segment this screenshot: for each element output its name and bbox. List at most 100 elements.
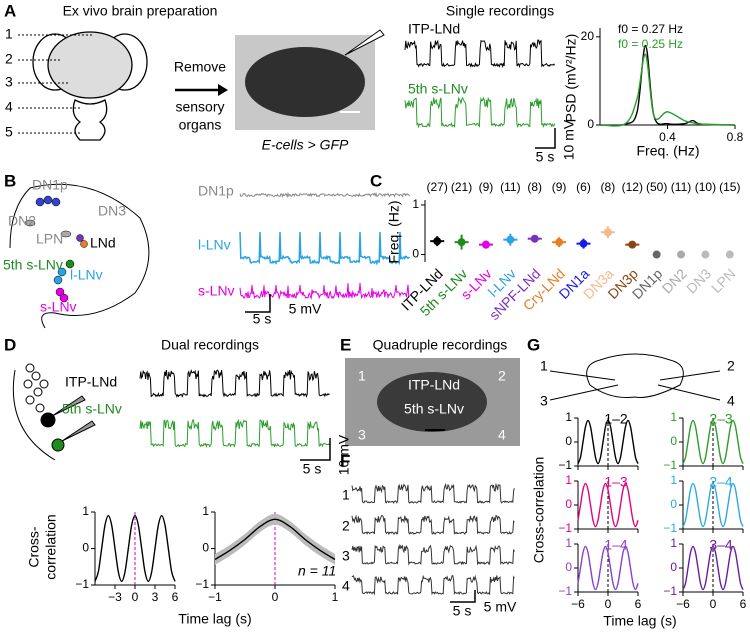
x-tick-label: 0 <box>132 590 139 604</box>
mean-dot <box>555 238 564 247</box>
x-tick-label: 0.8 <box>727 130 744 144</box>
mean-dot <box>725 250 734 259</box>
y-tick-label: 1 <box>670 410 677 424</box>
electrodes <box>549 370 721 401</box>
cell-label: ITP-LNd <box>408 377 460 393</box>
cell-label: DN3 <box>98 203 126 219</box>
recording-trace <box>351 543 515 566</box>
panel-title: Ex vivo brain preparation <box>63 3 218 19</box>
cell-label: 5th s-LNv <box>404 401 464 417</box>
line <box>577 482 639 528</box>
cell-label: LPN <box>36 231 63 247</box>
panel-letter: C <box>370 171 382 190</box>
panel-letter: E <box>340 335 351 354</box>
electrode-label: 1 <box>540 358 548 374</box>
panel-letter: D <box>4 335 16 354</box>
mean-dot <box>433 237 442 246</box>
y-tick-label: −1 <box>663 584 677 598</box>
scale-label: 10 mV <box>336 434 352 475</box>
x-tick-label: −1 <box>208 590 222 604</box>
n-label: (12) <box>622 180 643 194</box>
level-label: 4 <box>5 99 13 115</box>
y-tick-label: 0 <box>412 247 419 261</box>
legend-label: 1–2 <box>604 411 628 427</box>
n-label: (6) <box>576 180 591 194</box>
cell-label: l-LNv <box>70 267 103 283</box>
trace-label: ITP-LNd <box>408 21 460 37</box>
procedure: sensory <box>175 99 224 115</box>
x-tick-label: −6 <box>571 597 585 611</box>
mean-dot <box>457 238 466 247</box>
scale-label: 5 s <box>303 461 322 477</box>
x-tick-label: 6 <box>740 597 747 611</box>
trace-label: 3 <box>342 548 350 564</box>
cell-label: DN2 <box>8 213 36 229</box>
level-label: 5 <box>5 124 13 140</box>
y-tick-label: −1 <box>663 458 677 472</box>
y-tick-label: 0 <box>565 497 572 511</box>
scale-bar <box>535 128 556 149</box>
fly-head-drawing <box>32 31 148 141</box>
mean-dot <box>579 239 588 248</box>
mean-dot <box>677 250 686 259</box>
error-band <box>215 513 335 565</box>
recording-trace <box>139 418 331 448</box>
trace-label: s-LNv <box>198 283 235 299</box>
procedure: Remove <box>174 59 226 75</box>
y-tick-label: 1 <box>412 197 419 211</box>
x-axis-label: Time lag (s) <box>178 611 251 627</box>
legend-label: 3–4 <box>709 537 733 553</box>
recording-trace <box>351 482 515 504</box>
mean-dot <box>701 250 710 259</box>
panel-letter: G <box>527 335 540 354</box>
level-label: 2 <box>5 51 13 67</box>
y-tick-label: −1 <box>75 577 89 591</box>
y-axis-label: Freq. (Hz) <box>386 201 402 264</box>
mean-dot <box>530 234 539 243</box>
y-axis-label: Cross- <box>26 526 42 568</box>
trace-label: 5th s-LNv <box>62 401 122 417</box>
cell-label: DN1p <box>32 177 68 193</box>
scale-label: 5 s <box>536 149 555 165</box>
line <box>599 53 736 127</box>
y-tick-label: 1 <box>670 473 677 487</box>
electrode-label: 4 <box>498 427 506 443</box>
y-tick-label: 0 <box>670 560 677 574</box>
neuron-cluster <box>23 363 96 452</box>
recording-trace <box>239 191 411 199</box>
legend-label: 2–4 <box>709 474 733 490</box>
cell-label: LNd <box>90 235 116 251</box>
legend-label: 1–3 <box>604 474 628 490</box>
recording-trace <box>239 282 411 301</box>
electrode-label: 4 <box>727 393 735 409</box>
brain-blob <box>245 47 365 117</box>
n-label: (10) <box>695 180 716 194</box>
panel-title: Single recordings <box>446 3 554 19</box>
trace-label: 5th s-LNv <box>408 81 468 97</box>
electrode-label: 3 <box>358 427 366 443</box>
trace-label: ITP-LNd <box>65 374 117 390</box>
y-tick-label: 0 <box>565 560 572 574</box>
x-tick-label: −6 <box>676 597 690 611</box>
genotype: E-cells > GFP <box>262 137 349 153</box>
y-tick-label: −1 <box>558 521 572 535</box>
annotation: f0 = 0.27 Hz <box>618 22 683 36</box>
n-label: (9) <box>479 180 494 194</box>
electrode-label: 2 <box>727 358 735 374</box>
y-tick-label: 0 <box>670 497 677 511</box>
y-tick-label: 0 <box>82 541 89 555</box>
legend-label: 1–4 <box>604 537 628 553</box>
n-label: n = 11 <box>298 563 336 579</box>
brain-outline <box>586 353 684 398</box>
y-tick-label: 0 <box>670 434 677 448</box>
annotation: f0 = 0.25 Hz <box>618 37 683 51</box>
y-tick-label: 1 <box>670 536 677 550</box>
cell-label: s-LNv <box>40 299 77 315</box>
electrode <box>344 29 385 56</box>
scale-label: 10 mV <box>561 119 577 160</box>
y-tick-label: 1 <box>202 504 209 518</box>
trace-label: 2 <box>342 518 350 534</box>
scale-bar <box>450 590 476 603</box>
line <box>577 545 639 591</box>
legend-label: 2–3 <box>709 411 733 427</box>
